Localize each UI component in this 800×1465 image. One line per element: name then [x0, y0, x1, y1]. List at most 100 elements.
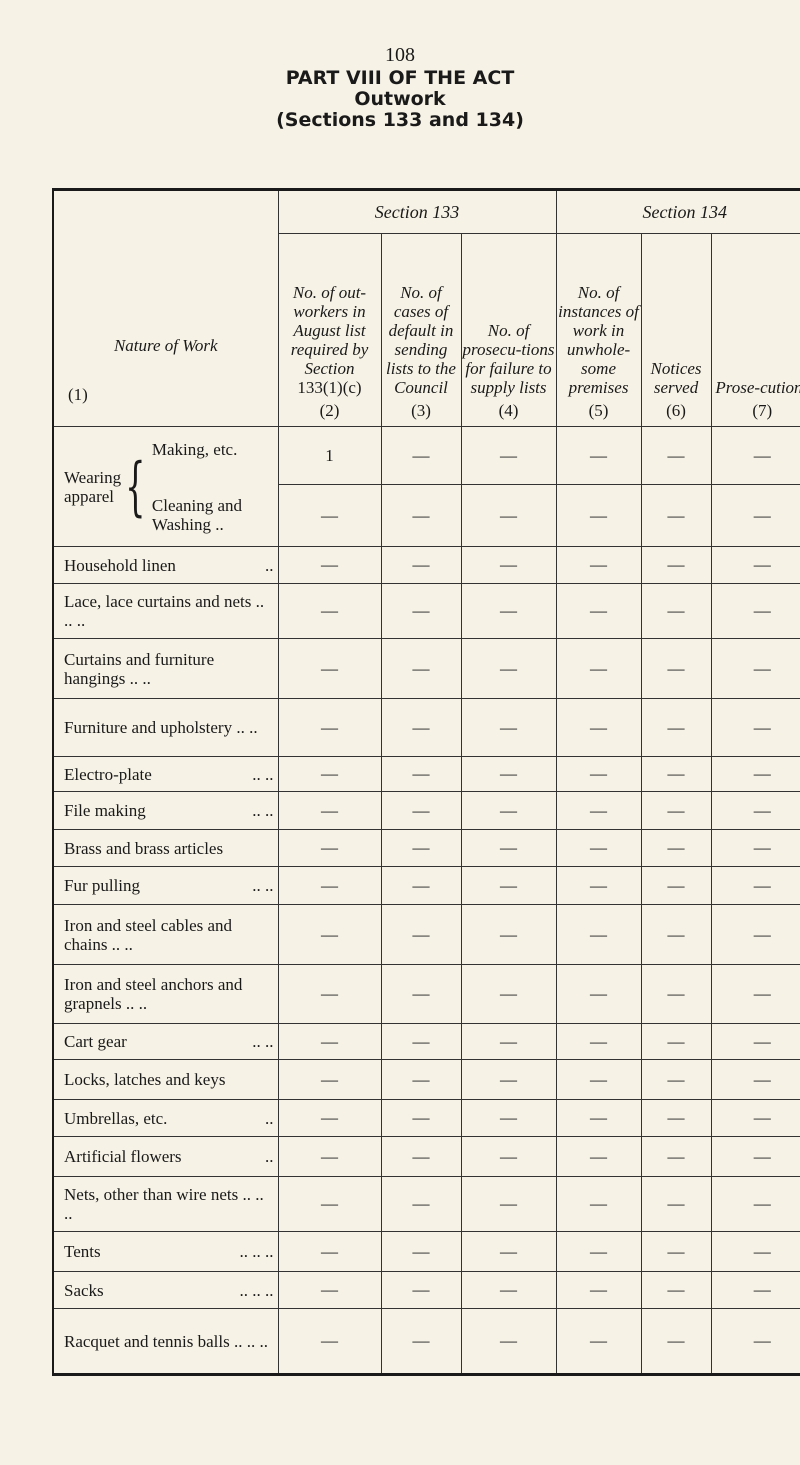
- cell-col-3: —: [380, 583, 461, 639]
- cell-col-5: —: [555, 964, 642, 1024]
- cell-col-3: —: [380, 964, 461, 1024]
- cell-col-2: —: [277, 1099, 381, 1137]
- cell-col-4: —: [460, 583, 557, 639]
- row-label: Cart gear.. ..: [53, 1023, 278, 1060]
- table-row: Iron and steel cables and chains .. .. — —…: [53, 904, 800, 965]
- table-row: Fur pulling.. .. — — — — — —: [53, 866, 800, 905]
- table-row: Artificial flowers.. — — — — — —: [53, 1136, 800, 1177]
- cell-col-2: —: [277, 698, 381, 757]
- cell-col-2: —: [277, 866, 381, 905]
- cell-col-3: —: [380, 904, 461, 965]
- cell-col-5: —: [555, 1136, 642, 1177]
- cell-col-4: —: [460, 698, 557, 757]
- page-title: PART VIII OF THE ACT Outwork (Sections 1…: [0, 68, 800, 131]
- table-row: Iron and steel anchors and grapnels .. .…: [53, 964, 800, 1024]
- cell-col-5: —: [555, 638, 642, 699]
- cell-col-3: —: [380, 1023, 461, 1060]
- table-row: Tents.. .. .. — — — — — —: [53, 1231, 800, 1272]
- row-label: Electro-plate.. ..: [53, 756, 278, 792]
- cell-col-2: —: [277, 638, 381, 699]
- cell-col-6: —: [640, 546, 712, 584]
- row-label: Household linen..: [53, 546, 278, 584]
- row-label: Locks, latches and keys: [53, 1059, 278, 1100]
- cell-col-2: —: [277, 964, 381, 1024]
- title-sections: (Sections 133 and 134): [276, 109, 524, 131]
- title-part: PART VIII OF THE ACT: [285, 67, 515, 89]
- cell-col-6: —: [640, 904, 712, 965]
- cell-col-7: —: [710, 1023, 800, 1060]
- table-row: Household linen.. — — — — — —: [53, 546, 800, 584]
- row-label: Brass and brass articles: [53, 829, 278, 867]
- cell-col-3: —: [380, 791, 461, 830]
- cell-col-4: —: [460, 756, 557, 792]
- column-header-3: No. of cases of default in sending lists…: [380, 233, 461, 427]
- row-label: Lace, lace curtains and nets .. .. ..: [53, 583, 278, 639]
- table-row: Lace, lace curtains and nets .. .. .. — — —…: [53, 583, 800, 639]
- row-label: Umbrellas, etc...: [53, 1099, 278, 1137]
- cell-col-7: —: [710, 426, 800, 485]
- cell-col-6: —: [640, 484, 712, 547]
- cell-col-2: —: [277, 904, 381, 965]
- cell-col-6: —: [640, 964, 712, 1024]
- row-label: Nets, other than wire nets .. .. ..: [53, 1176, 278, 1232]
- column-header-6: Notices served (6): [640, 233, 712, 427]
- cell-col-3: —: [380, 546, 461, 584]
- cell-col-6: —: [640, 698, 712, 757]
- cell-col-6: —: [640, 1308, 712, 1375]
- row-label: Iron and steel anchors and grapnels .. .…: [53, 964, 278, 1024]
- cell-col-4: —: [460, 484, 557, 547]
- cell-col-7: —: [710, 829, 800, 867]
- cell-col-7: —: [710, 1099, 800, 1137]
- page-number: 108: [385, 44, 415, 66]
- cell-col-3: —: [380, 829, 461, 867]
- cell-col-2: —: [277, 791, 381, 830]
- column-header-2: No. of out-workers in August list requir…: [277, 233, 381, 427]
- cell-col-2: —: [277, 1023, 381, 1060]
- cell-col-6: —: [640, 1023, 712, 1060]
- title-outwork: Outwork: [354, 88, 446, 110]
- cell-col-5: —: [555, 1099, 642, 1137]
- cell-col-6: —: [640, 638, 712, 699]
- header-nature-of-work: Nature of Work (1): [53, 189, 278, 427]
- cell-col-5: —: [555, 484, 642, 547]
- cell-col-7: —: [710, 1231, 800, 1272]
- cleaning-label: Cleaning and Washing ..: [151, 495, 243, 534]
- cell-col-3: —: [380, 866, 461, 905]
- column-header-7: Prose-cutions (7): [710, 233, 800, 427]
- cell-col-7: —: [710, 546, 800, 584]
- cell-col-4: —: [460, 1136, 557, 1177]
- cell-col-5: —: [555, 583, 642, 639]
- cell-col-6: —: [640, 866, 712, 905]
- cell-col-4: —: [460, 1271, 557, 1309]
- cell-col-3: —: [380, 426, 461, 485]
- cell-col-5: —: [555, 829, 642, 867]
- cell-col-2: —: [277, 756, 381, 792]
- cell-col-5: —: [555, 1308, 642, 1375]
- cell-col-4: —: [460, 791, 557, 830]
- cell-col-7: —: [710, 964, 800, 1024]
- table-row: Cart gear.. .. — — — — — —: [53, 1023, 800, 1060]
- cell-col-3: —: [380, 1231, 461, 1272]
- row-label: Furniture and upholstery .. ..: [53, 698, 278, 757]
- cell-col-2: —: [277, 1136, 381, 1177]
- section-133-header: Section 133: [277, 189, 557, 234]
- cell-col-5: —: [555, 756, 642, 792]
- cell-col-5: —: [555, 546, 642, 584]
- cell-col-4: —: [460, 1059, 557, 1100]
- row-label: Sacks.. .. ..: [53, 1271, 278, 1309]
- cell-col-2: 1: [277, 426, 381, 485]
- cell-col-6: —: [640, 756, 712, 792]
- cell-col-4: —: [460, 1023, 557, 1060]
- cell-col-4: —: [460, 866, 557, 905]
- cell-col-2: —: [277, 1231, 381, 1272]
- cell-col-6: —: [640, 791, 712, 830]
- cell-col-7: —: [710, 1176, 800, 1232]
- cell-col-5: —: [555, 426, 642, 485]
- cell-col-5: —: [555, 791, 642, 830]
- row-label: Artificial flowers..: [53, 1136, 278, 1177]
- cell-col-7: —: [710, 1059, 800, 1100]
- cell-col-4: —: [460, 426, 557, 485]
- cell-col-7: —: [710, 1308, 800, 1375]
- cell-col-6: —: [640, 1231, 712, 1272]
- cell-col-6: —: [640, 1176, 712, 1232]
